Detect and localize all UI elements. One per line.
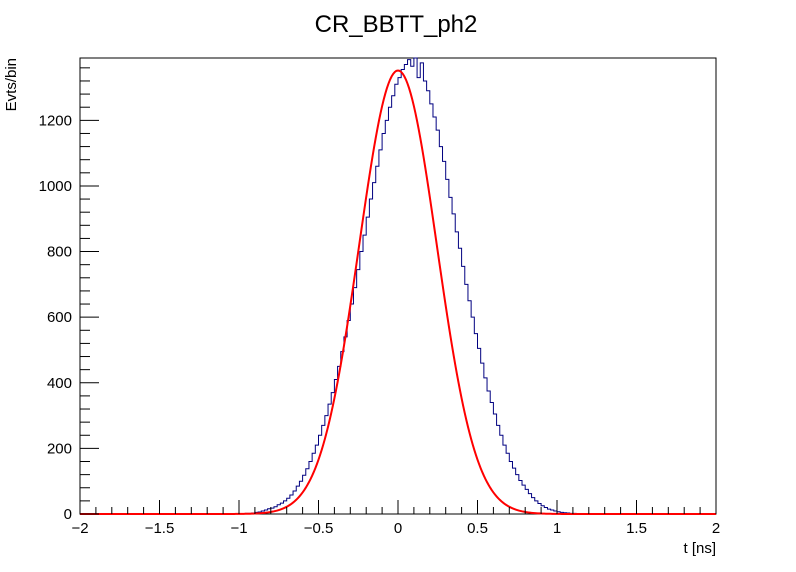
x-tick-label: 2 [712,520,720,537]
histogram-line [80,57,716,515]
y-tick-label: 600 [47,309,72,326]
x-tick-label: 0.5 [467,520,488,537]
x-axis-label: t [ns] [683,540,716,557]
x-tick-label: −1 [230,520,247,537]
y-tick-label: 800 [47,244,72,261]
y-tick-label: 400 [47,375,72,392]
y-tick-label: 1200 [39,112,72,129]
y-tick-label: 0 [64,506,72,523]
axes: −2 −1.5 −1 −0.5 0 0.5 1 1.5 2 0 200 400 600 800 1000 12… [39,67,720,537]
plot-frame [79,57,717,515]
plot-frame-rect [79,57,717,515]
x-tick-label: 0 [394,520,402,537]
x-tick-label: −0.5 [304,520,334,537]
y-tick-label: 200 [47,440,72,457]
x-tick-label: −1.5 [145,520,175,537]
fit-curve [80,69,716,515]
x-tick-label: 1.5 [626,520,647,537]
histogram-series [80,57,716,515]
x-tick-label: 1 [553,520,561,537]
x-tick-label: −2 [71,520,88,537]
fit-curve-series [80,69,716,515]
y-tick-label: 1000 [39,178,72,195]
chart-title: CR_BBTT_ph2 [315,11,478,38]
y-axis-label: Evts/bin [3,58,20,111]
